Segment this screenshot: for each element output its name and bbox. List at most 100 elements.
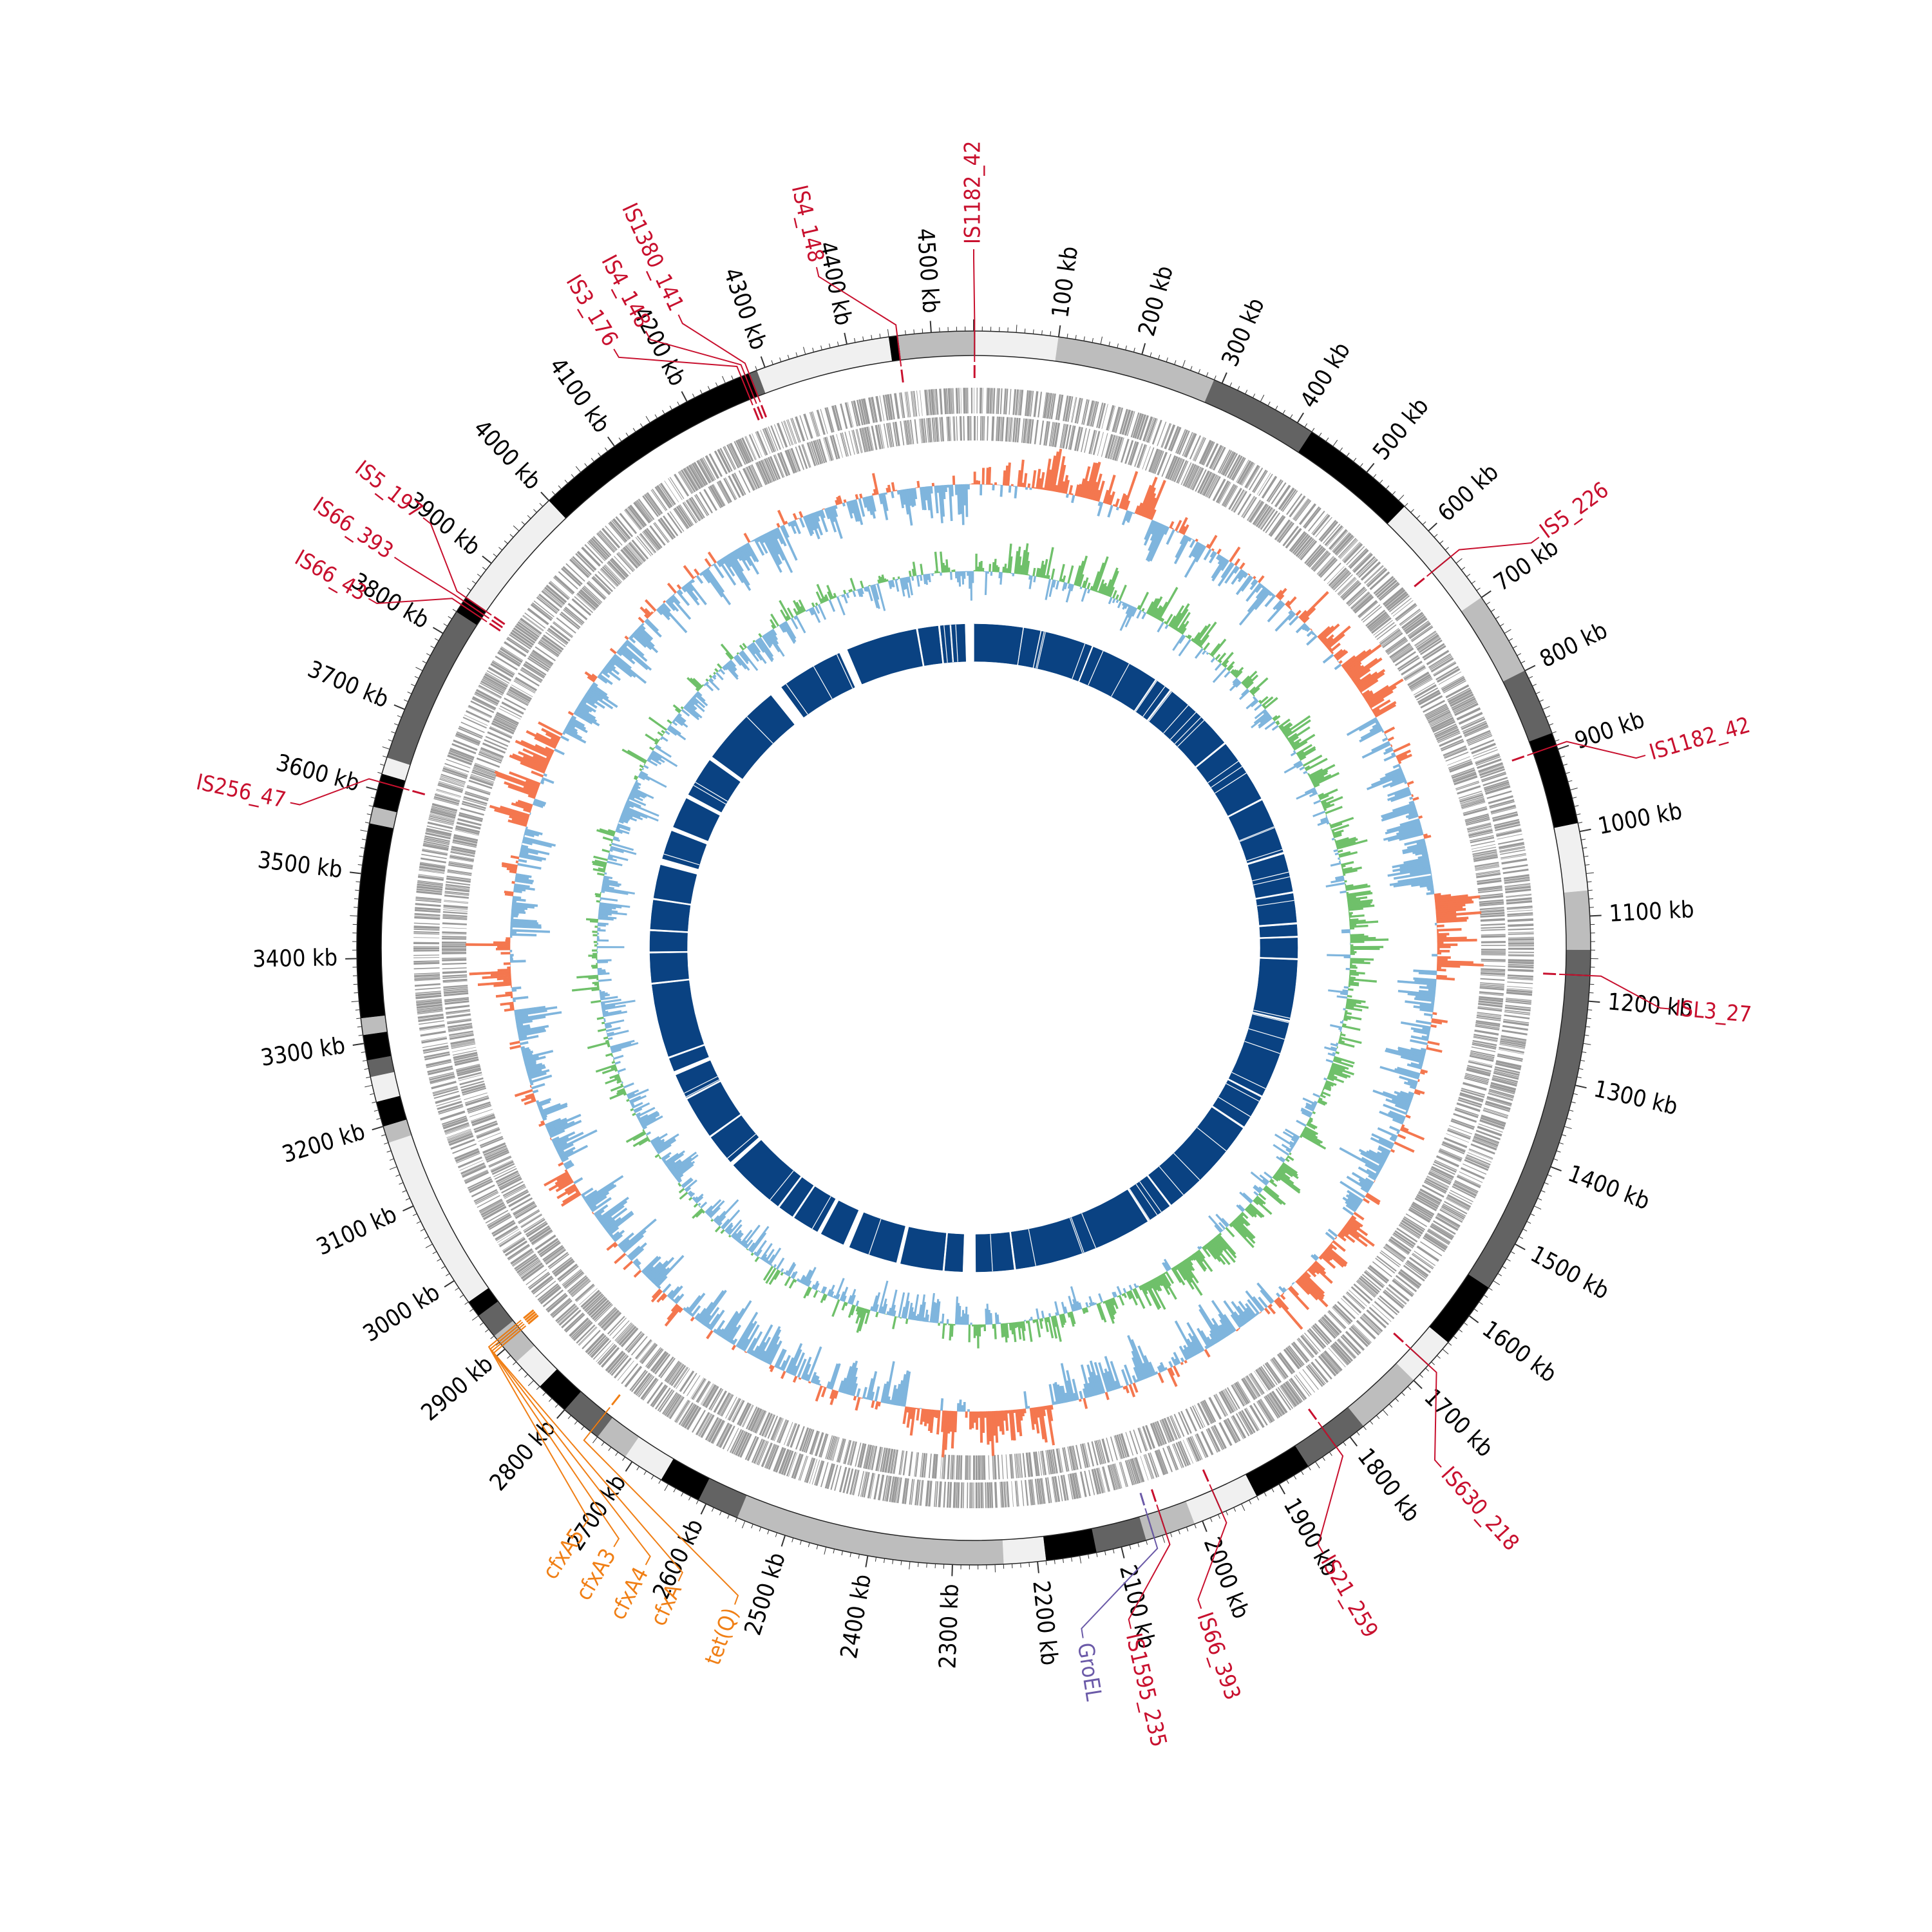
scale-tick (1540, 1190, 1546, 1193)
scale-tick (477, 573, 482, 578)
synteny-gap (1212, 1106, 1244, 1128)
scale-tick (905, 330, 906, 335)
scale-tick (1388, 1403, 1393, 1408)
scale-tick (349, 871, 362, 875)
scale-tick (1332, 440, 1338, 447)
synteny-gap (1257, 900, 1294, 907)
is-element-label: IS66_393 (308, 492, 398, 564)
annotation-mark (1139, 1492, 1146, 1506)
scale-tick (618, 437, 622, 442)
scale-tick (443, 623, 448, 627)
synteny-gap (1226, 1083, 1260, 1102)
scale-tick (422, 661, 427, 664)
scale-tick (1407, 1386, 1412, 1390)
annotation-mark (524, 1311, 536, 1321)
scale-tick (1353, 458, 1357, 462)
annotation-leader-line (1527, 741, 1646, 759)
scale-tick (493, 553, 497, 557)
scale-tick (1401, 1392, 1405, 1396)
scale-tick (356, 1018, 361, 1019)
is-element-label: IS4_148 (786, 183, 829, 265)
scale-tick (1209, 1517, 1213, 1522)
synteny-gap (693, 785, 726, 805)
scale-tick (1117, 343, 1119, 348)
scale-tick (1133, 347, 1135, 352)
scale-tick (1455, 558, 1463, 564)
scale-tick (1488, 1287, 1493, 1291)
synteny-block (1253, 958, 1298, 1021)
scale-tick (1032, 329, 1034, 334)
scale-tick (1057, 325, 1061, 337)
contig-ring (356, 330, 1591, 1566)
scale-tick (364, 1068, 369, 1070)
scale-tick (1260, 394, 1265, 402)
synteny-gap (1163, 705, 1189, 734)
scale-tick (448, 616, 452, 620)
synteny-gap (1128, 1189, 1149, 1221)
scale-tick (608, 1446, 612, 1451)
scale-tick (1158, 355, 1160, 360)
scale-tick (1218, 1514, 1220, 1519)
tick-label: 500 kb (1368, 393, 1434, 465)
scale-tick (787, 355, 790, 360)
synteny-block (649, 931, 688, 952)
scale-tick (1565, 772, 1570, 774)
scale-tick (707, 386, 710, 391)
scale-tick (567, 1415, 572, 1419)
tick-label: 2400 kb (836, 1573, 876, 1661)
scale-tick (426, 653, 431, 656)
contig-segment (1002, 1536, 1046, 1565)
scale-tick (1340, 447, 1343, 452)
scale-tick (432, 627, 444, 634)
scale-tick (820, 345, 822, 350)
scale-tick (900, 1560, 902, 1566)
scale-tick (482, 555, 492, 564)
scale-tick (755, 366, 757, 371)
is-element-label: IS256_47 (194, 769, 288, 813)
scale-tick (1028, 1562, 1030, 1567)
scale-tick (1544, 1182, 1549, 1185)
scale-tick (833, 1549, 835, 1554)
synteny-gap (1036, 631, 1045, 668)
scale-tick (1221, 372, 1227, 384)
tick-label: 2800 kb (485, 1415, 561, 1496)
scale-tick (581, 1426, 585, 1430)
scale-tick (1079, 1555, 1082, 1564)
scale-tick (636, 1466, 639, 1471)
scale-tick (1137, 1542, 1140, 1548)
scale-tick (411, 683, 415, 687)
tick-label: 3500 kb (256, 847, 344, 884)
scale-tick (1458, 1329, 1463, 1332)
scale-tick (1245, 390, 1248, 394)
synteny-gap (1159, 1166, 1184, 1195)
scale-tick (1508, 638, 1513, 641)
scale-tick (1233, 1507, 1236, 1512)
synteny-block (662, 831, 707, 869)
scale-tick (1588, 1000, 1600, 1003)
scale-tick (1562, 764, 1567, 766)
scale-tick (365, 1084, 373, 1088)
scale-tick (1075, 335, 1077, 340)
scale-tick (696, 1500, 699, 1504)
synteny-block (733, 1140, 801, 1207)
synteny-block (1196, 744, 1262, 816)
scale-tick (1359, 463, 1363, 468)
synteny-block (1079, 647, 1155, 711)
synteny-gap (1036, 632, 1046, 669)
scale-tick (1346, 452, 1350, 457)
scale-tick (370, 1093, 375, 1095)
scale-tick (441, 1265, 446, 1269)
tick-label: 3100 kb (312, 1201, 401, 1260)
synteny-block (820, 1200, 859, 1245)
scale-tick (887, 329, 889, 337)
scale-tick (444, 1280, 455, 1288)
annotation-mark (760, 404, 768, 418)
scale-tick (1551, 731, 1557, 734)
scale-tick (1422, 521, 1426, 526)
scale-tick (391, 731, 396, 734)
scale-tick (395, 1174, 401, 1177)
scale-tick (1564, 1126, 1572, 1130)
scale-tick (1050, 331, 1052, 336)
scale-tick (397, 715, 402, 718)
synteny-block (651, 980, 705, 1057)
